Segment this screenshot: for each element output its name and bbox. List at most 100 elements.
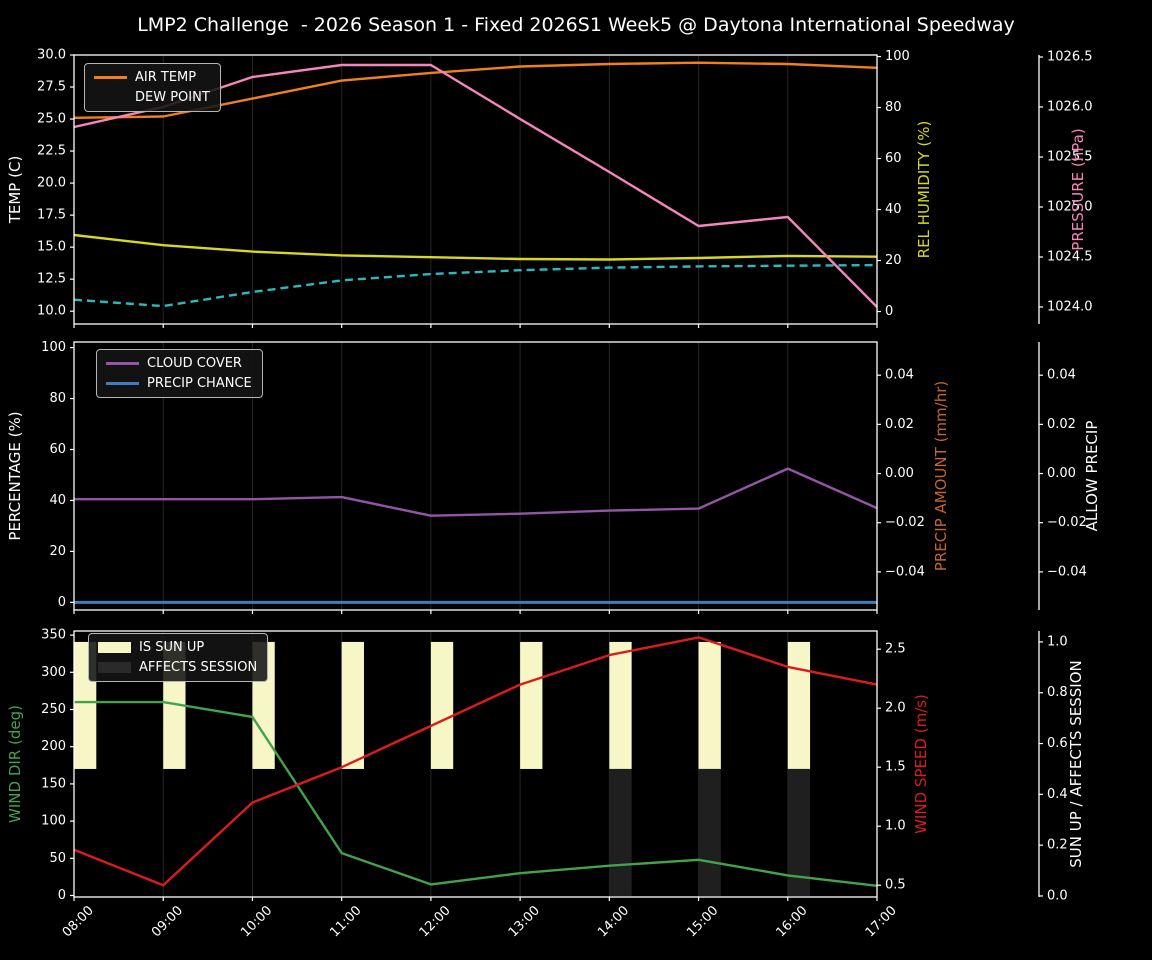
- plot-border: [73, 630, 878, 898]
- axis-label-allow-precip: ALLOW PRECIP: [1083, 421, 1101, 532]
- legend-label: AIR TEMP: [135, 70, 197, 85]
- y-tick-label: 60: [885, 151, 902, 166]
- y-tick-label: 30.0: [37, 48, 66, 63]
- axis-label-sun-up-affects-session: SUN UP / AFFECTS SESSION: [1067, 660, 1085, 868]
- x-tick-label: 13:00: [506, 903, 543, 940]
- bar-is-sun-up: [430, 641, 454, 769]
- legend-item-dew-point: DEW POINT: [94, 89, 210, 106]
- y-tick-label: 20: [49, 544, 66, 559]
- series-wind-dir: [74, 700, 878, 887]
- y-tick-label: 80: [885, 100, 902, 115]
- y-tick-label: 20.0: [37, 176, 66, 191]
- y-tick-label: 1024.0: [1047, 300, 1093, 315]
- y-tick-label: 0.02: [1047, 417, 1076, 432]
- y-tick-label: 0.5: [885, 878, 906, 893]
- legend-swatch-precip-chance: [106, 382, 139, 385]
- bar-is-sun-up: [609, 641, 632, 769]
- legend-swatch-air-temp: [94, 76, 127, 79]
- y-tick-label: 1026.5: [1047, 50, 1093, 65]
- y-tick-label: 0.04: [1047, 368, 1076, 383]
- y-tick-label: 12.5: [37, 272, 66, 287]
- y-tick-label: 0.4: [1047, 787, 1068, 802]
- y-tick-label: 250: [41, 702, 66, 717]
- y-tick-label: 40: [885, 202, 902, 217]
- bar-is-sun-up: [520, 641, 543, 769]
- y-tick-label: 1026.0: [1047, 100, 1093, 115]
- page-title: LMP2 Challenge - 2026 Season 1 - Fixed 2…: [137, 14, 1015, 36]
- y-tick-label: −0.04: [1047, 564, 1087, 579]
- y-tick-label: 40: [49, 493, 66, 508]
- y-tick-label: 20: [885, 253, 902, 268]
- axis-label-wind-dir-deg: WIND DIR (deg): [6, 705, 24, 823]
- legend-label: AFFECTS SESSION: [139, 660, 258, 675]
- x-tick-label: 12:00: [417, 903, 454, 940]
- y-tick-label: 0.00: [885, 466, 914, 481]
- y-tick-label: −0.04: [885, 564, 925, 579]
- x-tick-label: 16:00: [774, 903, 811, 940]
- series-wind-speed: [73, 636, 878, 887]
- legend-swatch-affects-session: [98, 662, 131, 673]
- y-tick-label: 0: [885, 304, 893, 319]
- y-tick-label: 80: [49, 391, 66, 406]
- y-tick-label: 60: [49, 442, 66, 457]
- y-tick-label: 100: [885, 49, 910, 64]
- legend-item-air-temp: AIR TEMP: [94, 69, 210, 86]
- y-tick-label: 0.8: [1047, 685, 1068, 700]
- legend-swatch-is-sun-up: [98, 642, 131, 653]
- axis-label-precip-amount-mm-hr: PRECIP AMOUNT (mm/hr): [932, 381, 950, 571]
- legend-temperature: AIR TEMP DEW POINT: [84, 63, 221, 112]
- panel-percentage: 0 20 40 60 80 100 0.04 0.02 0.00 −0.02 −0.04 0.04 0.…: [6, 340, 1101, 614]
- y-tick-label: 100: [41, 340, 66, 355]
- y-tick-label: 1.0: [885, 819, 906, 834]
- y-tick-label: 200: [41, 739, 66, 754]
- y-tick-label: −0.02: [885, 515, 925, 530]
- legend-item-cloud-cover: CLOUD COVER: [106, 355, 252, 372]
- y-tick-label: 1.0: [1047, 634, 1068, 649]
- y-tick-label: 0.04: [885, 368, 914, 383]
- y-tick-label: 150: [41, 776, 66, 791]
- x-tick-label: 09:00: [149, 903, 186, 940]
- series-dew-point: [73, 263, 878, 308]
- x-tick-label: 11:00: [327, 903, 364, 940]
- y-tick-label: 0: [58, 595, 66, 610]
- legend-item-precip-chance: PRECIP CHANCE: [106, 375, 252, 392]
- bar-affects-session: [787, 768, 811, 896]
- x-tick-label: 17:00: [863, 903, 900, 940]
- y-tick-label: 0: [58, 888, 66, 903]
- legend-label: PRECIP CHANCE: [147, 376, 252, 391]
- x-tick-label: 14:00: [595, 903, 632, 940]
- bar-affects-session: [609, 768, 632, 896]
- y-tick-label: 0.0: [1047, 888, 1068, 903]
- y-tick-label: 1025.5: [1047, 150, 1093, 165]
- y-tick-label: 300: [41, 665, 66, 680]
- y-tick-label: 100: [41, 814, 66, 829]
- legend-label: DEW POINT: [135, 90, 210, 105]
- y-tick-label: 22.5: [37, 144, 66, 159]
- y-tick-label: 2.0: [885, 701, 906, 716]
- axis-label-pressure-hpa: PRESSURE (hPa): [1069, 128, 1087, 250]
- legend-label: CLOUD COVER: [147, 356, 242, 371]
- y-tick-label: 0.6: [1047, 736, 1068, 751]
- y-tick-label: 27.5: [37, 80, 66, 95]
- legend-wind: IS SUN UP AFFECTS SESSION: [88, 633, 269, 682]
- y-tick-label: 350: [41, 628, 66, 643]
- axis-label-rel-humidity: REL HUMIDITY (%): [915, 121, 933, 259]
- bar-is-sun-up: [698, 641, 721, 769]
- legend-item-is-sun-up: IS SUN UP: [98, 639, 257, 656]
- bar-is-sun-up: [341, 641, 364, 769]
- y-tick-label: 10.0: [37, 304, 66, 319]
- series-rel-humidity: [73, 233, 878, 261]
- axis-label-wind-speed-m-s: WIND SPEED (m/s): [912, 694, 930, 834]
- y-tick-label: 0.02: [885, 417, 914, 432]
- bar-affects-session: [698, 768, 721, 896]
- legend-swatch-dew-point: [94, 96, 127, 99]
- series-cloud-cover: [74, 467, 878, 517]
- axis-label-temp-c: TEMP (C): [6, 156, 24, 225]
- x-tick-label: 10:00: [238, 903, 275, 940]
- legend-swatch-cloud-cover: [106, 362, 139, 365]
- legend-item-affects-session: AFFECTS SESSION: [98, 659, 257, 676]
- y-tick-label: 1.5: [885, 760, 906, 775]
- x-tick-label: 15:00: [684, 903, 721, 940]
